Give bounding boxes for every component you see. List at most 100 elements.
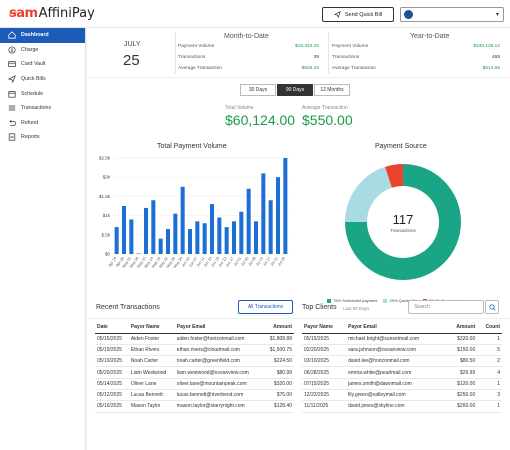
table-cell: 1 [477,333,502,345]
sidebar-item-refund[interactable]: Refund [0,116,85,131]
column-header: Payor Email [174,321,264,334]
logo-mark: ꞩam [9,6,38,21]
bar[interactable] [114,227,119,254]
table-cell: Oliver Lane [128,378,175,390]
ytd-volume-value: $240,125.12 [473,44,500,49]
sidebar-item-reports[interactable]: Reports [0,130,85,145]
sidebar-item-transactions[interactable]: Transactions [0,101,85,116]
table-row[interactable]: 11/11/2025 david.jones@skyline.com $260.00… [302,400,502,413]
sidebar-item-quick-bills[interactable]: Quick Bills [0,72,85,87]
bar[interactable] [121,206,127,254]
bar[interactable] [283,158,288,254]
bar[interactable] [224,227,229,254]
all-transactions-button[interactable]: All Transactions [238,300,293,314]
bar[interactable] [143,207,149,254]
x-tick-label: Jul 09 [248,256,257,267]
x-tick-label: May 18 [151,256,161,268]
pie-chart-title: Payment Source [375,143,427,150]
pie-slice[interactable] [385,164,403,188]
bar[interactable] [180,186,185,254]
sidebar-item-card-vault[interactable]: Card Vault [0,57,85,72]
bar[interactable] [136,253,141,255]
bar[interactable] [231,221,237,254]
sidebar-item-dashboard[interactable]: Dashboard [0,28,85,43]
table-row[interactable]: 06/28/2025 emma.white@pearlmail.com $29.99… [302,366,502,379]
bar[interactable] [209,204,215,254]
table-row[interactable]: 05/15/2025 Aiden Foster aiden.foster@horiz… [95,333,294,345]
bar[interactable] [268,200,273,254]
table-cell: 05/16/2025 [95,400,129,413]
table-row[interactable]: 05/16/2025 Mason Taylor mason.taylor@starr… [95,400,294,413]
column-header: Date [95,321,129,334]
bar[interactable] [158,238,163,254]
table-row[interactable]: 05/15/2025 michael.bright@sunsetmail.com $… [302,333,502,345]
sidebar-item-schedule[interactable]: Schedule [0,86,85,101]
top-clients-title: Top Clients [302,304,337,311]
y-tick-label: $2.5k [99,156,111,161]
send-quick-bill-label: Send Quick Bill [344,11,383,18]
bar[interactable] [253,221,259,254]
bar[interactable] [239,211,244,254]
ytd-transactions-label: Transactions [332,55,360,60]
table-cell: $120.00 [446,378,478,390]
x-tick-label: Jun 19 [210,256,220,268]
sidebar-item-charge[interactable]: $ Charge [0,43,85,58]
x-tick-label: Jul 05 [240,256,249,267]
table-cell: 05/19/2025 [95,344,129,357]
table-row[interactable]: 05/19/2025 Ethan Rivers ethan.rivers@cloud… [95,344,294,357]
table-row[interactable]: 07/15/2025 james.smith@dawnmail.com $120.0… [302,378,502,390]
account-select[interactable]: ▾ [400,7,504,22]
bar[interactable] [165,229,171,254]
bar[interactable] [202,223,207,254]
table-row[interactable]: 05/20/2025 Liam Westwood liam.westwood@oce… [95,366,294,379]
mtd-title: Month-to-Date [224,33,269,40]
logo[interactable]: ꞩam AffiniPay [9,6,95,21]
table-row[interactable]: 12/22/2025 lily.green@valleymail.com $250.… [302,389,502,402]
undo-icon [8,119,16,127]
table-row[interactable]: 03/10/2025 david.lee@horizonmail.com $80.5… [302,355,502,368]
mtd-volume-label: Payment Volume [178,44,215,49]
mtd-transactions-value: 39 [313,55,319,60]
search-input[interactable]: Search [408,300,484,314]
bar[interactable] [275,177,281,254]
table-cell: 05/15/2025 [95,333,129,345]
table-cell: 2 [477,355,502,368]
bar-chart-title: Total Payment Volume [157,143,227,150]
table-row[interactable]: 05/12/2025 Lucas Bennett lucas.bennett@riv… [95,389,294,402]
pie-slice[interactable] [345,166,392,222]
bar[interactable] [195,221,200,254]
table-row[interactable]: 05/14/2025 Oliver Lane oliver.lane@mountai… [95,378,294,390]
calendar-icon [8,90,16,98]
search-icon [488,303,496,311]
table-cell: $80.50 [446,355,478,368]
table-header-row: Payor Name Payor Email Amount Count [302,321,502,334]
bar[interactable] [261,173,266,254]
tab-90-days[interactable]: 90 Days [277,84,313,96]
bar[interactable] [173,213,178,254]
tab-30-days[interactable]: 30 Days [240,84,276,96]
sidebar-item-label: Transactions [21,105,52,112]
svg-text:$: $ [10,48,13,54]
bar[interactable] [151,200,156,254]
bar[interactable] [129,219,134,254]
send-quick-bill-button[interactable]: Send Quick Bill [322,7,394,22]
y-tick-label: $1.5k [99,194,111,199]
x-tick-label: Jul 25 [277,256,286,267]
table-cell: 06/28/2025 [302,366,347,379]
bar[interactable] [217,217,222,254]
table-row[interactable]: 02/20/2025 sara.johnson@oceanview.com $150… [302,344,502,357]
table-cell: 05/19/2025 [95,355,129,368]
tab-12-months[interactable]: 12 Months [314,84,350,96]
pie-slice[interactable] [345,164,461,280]
sidebar-item-label: Reports [21,134,40,141]
divider [87,318,510,319]
column-header: Count [477,321,502,334]
table-cell: $1,808.88 [263,333,294,345]
search-button[interactable] [485,300,499,314]
sidebar-item-label: Refund [21,119,39,126]
table-cell: $75.00 [263,389,294,402]
table-cell: $150.00 [446,344,478,357]
bar[interactable] [246,188,251,254]
bar[interactable] [187,229,193,254]
table-row[interactable]: 05/19/2025 Noah Carter noah.carter@greenfi… [95,355,294,368]
